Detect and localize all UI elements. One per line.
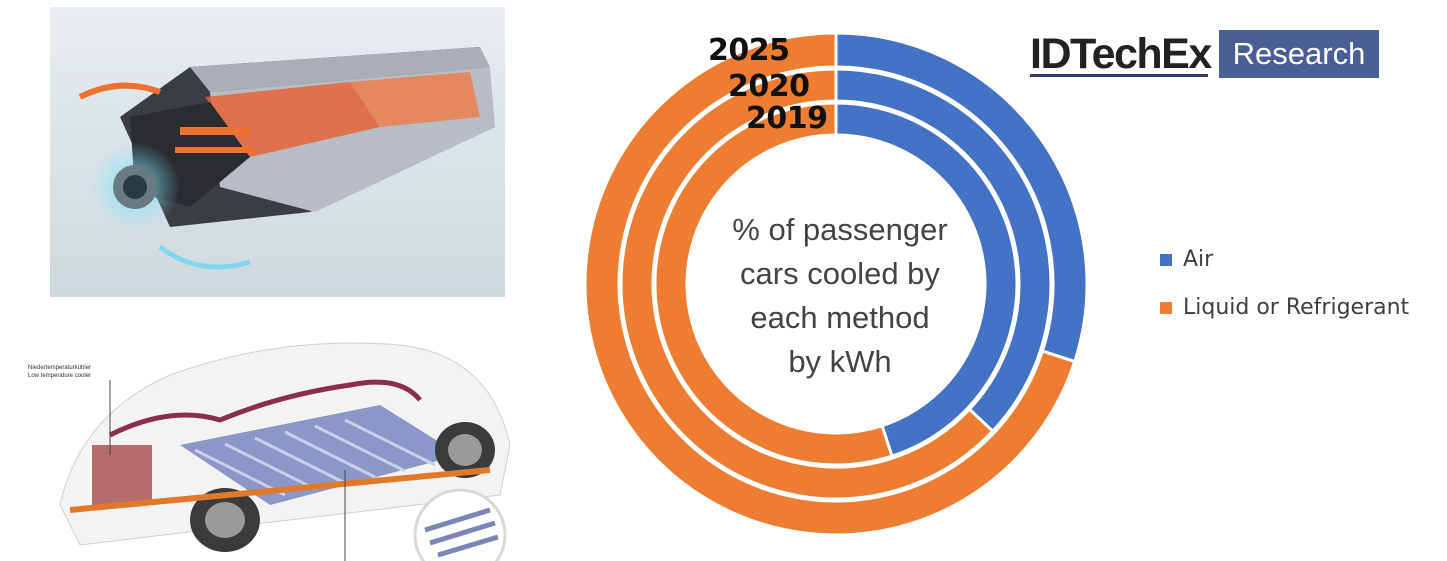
slice-2019-liquid <box>653 101 894 467</box>
logo-brand-text: IDTechEx <box>1030 30 1212 78</box>
legend-label-air: Air <box>1183 247 1214 272</box>
ev-chassis-illustration: Niedertemperaturkühler Low temperature c… <box>28 342 511 561</box>
center-title-line-4: by kWh <box>788 344 892 379</box>
ring-label-2020: 2020 <box>728 69 810 104</box>
ring-label-2025: 2025 <box>708 33 790 68</box>
slice-2020-liquid <box>619 67 995 501</box>
donut-chart-svg <box>583 31 1089 537</box>
legend-swatch-liquid <box>1160 302 1172 314</box>
center-title-line-1: % of passenger <box>732 212 948 247</box>
logo-research-box: Research <box>1219 30 1379 78</box>
legend-swatch-air <box>1160 254 1172 266</box>
center-title-line-2: cars cooled by <box>740 256 940 291</box>
battery-pack-image <box>50 7 505 297</box>
cooler-callout-de: Niedertemperaturkühler <box>28 365 91 371</box>
legend-label-liquid: Liquid or Refrigerant <box>1183 295 1410 320</box>
ev-chassis-image: Niedertemperaturkühler Low temperature c… <box>20 305 520 561</box>
logo-underline <box>1030 74 1208 77</box>
chart-center-title: % of passenger cars cooled by each metho… <box>710 208 970 384</box>
cooler-callout-en: Low temperature cooler <box>28 373 91 379</box>
ring-label-2019: 2019 <box>746 101 828 136</box>
battery-pack-illustration <box>50 7 505 297</box>
donut-chart: % of passenger cars cooled by each metho… <box>560 0 1120 561</box>
center-title-line-3: each method <box>750 300 930 335</box>
slice-2025-liquid <box>583 31 1077 537</box>
